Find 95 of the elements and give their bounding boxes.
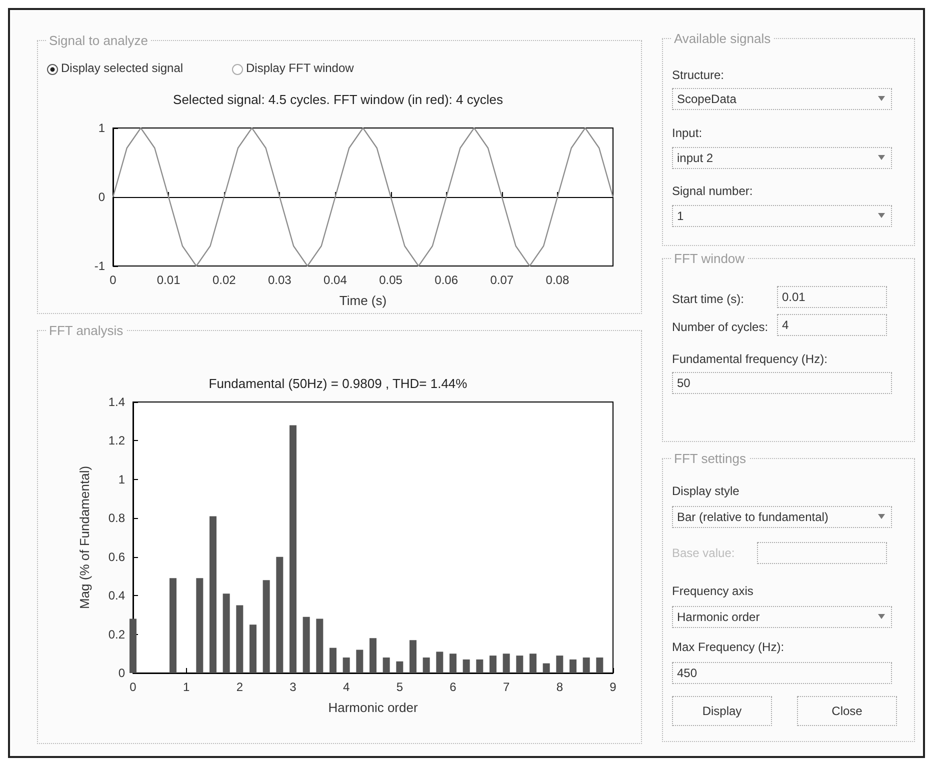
bar <box>596 658 604 673</box>
bar <box>236 605 244 673</box>
x-tick-label: 4 <box>342 680 350 694</box>
x-tick-label: 2 <box>236 680 244 694</box>
bar <box>410 640 416 673</box>
text: FFT window <box>673 251 746 266</box>
text: Close <box>797 696 897 726</box>
text: Display FFT window <box>246 61 354 75</box>
y-tick-label: 0.6 <box>108 550 126 564</box>
text: FFT analysis <box>48 323 124 338</box>
x-axis-title: Harmonic order <box>328 700 418 715</box>
y-tick-label: 1 <box>98 121 106 135</box>
y-axis-title: Mag (% of Fundamental) <box>77 466 92 610</box>
bar <box>250 624 256 673</box>
y-tick-label: 0.4 <box>108 588 126 603</box>
text: Display <box>672 696 772 726</box>
x-axis-title: Time (s) <box>339 293 387 308</box>
text: Signal to analyze <box>48 33 150 48</box>
text: Harmonic order <box>672 606 892 628</box>
bar <box>222 594 230 673</box>
text: Fundamental frequency (Hz): <box>672 352 828 366</box>
x-tick-label: 0.04 <box>324 273 348 287</box>
bar <box>396 661 404 673</box>
text: Start time (s): <box>672 292 744 306</box>
text: Signal number: <box>672 184 753 198</box>
bar <box>462 659 470 673</box>
text: FFT settings <box>673 451 748 466</box>
bar <box>210 516 216 673</box>
bar <box>356 650 364 673</box>
bar <box>516 656 524 673</box>
bar <box>502 654 510 673</box>
bar <box>422 658 430 673</box>
bar <box>370 638 376 673</box>
text: Base value: <box>672 546 735 560</box>
x-tick-label: 7 <box>502 680 510 694</box>
x-tick-label: 6 <box>450 680 457 694</box>
x-tick-label: 0.01 <box>156 273 181 287</box>
text: 450 <box>672 662 892 684</box>
text: 1 <box>672 205 892 227</box>
bar <box>276 556 284 673</box>
text: input 2 <box>672 147 892 169</box>
x-tick-label: 8 <box>556 680 564 694</box>
x-tick-label: 1 <box>182 680 190 694</box>
text: Display selected signal <box>61 61 184 75</box>
bar <box>582 658 590 673</box>
y-tick-label: 0 <box>98 190 106 204</box>
x-tick-label: 0.05 <box>379 273 403 287</box>
text: Input: <box>672 126 702 140</box>
y-tick-label: 0.2 <box>108 627 126 642</box>
bar <box>130 618 136 673</box>
y-tick-label: 0.8 <box>108 511 126 526</box>
x-tick-label: 0.03 <box>268 273 292 287</box>
chart-title: Fundamental (50Hz) = 0.9809 , THD= 1.44% <box>208 376 468 391</box>
y-tick-label: 1.4 <box>108 395 126 409</box>
text: Bar (relative to fundamental) <box>672 506 892 528</box>
bar <box>570 659 576 673</box>
bar <box>316 618 324 673</box>
bar <box>450 654 456 673</box>
x-tick-label: 0.06 <box>434 273 458 287</box>
text: Available signals <box>673 31 772 46</box>
y-tick-label: -1 <box>94 259 106 273</box>
text: Frequency axis <box>672 584 754 598</box>
bar <box>436 652 444 673</box>
x-tick-label: 0.08 <box>546 273 570 287</box>
chart-title: Selected signal: 4.5 cycles. FFT window (in red): 4 cycles <box>173 92 504 107</box>
bar <box>262 580 270 673</box>
bar <box>330 648 336 673</box>
y-tick-label: 1.2 <box>108 434 126 448</box>
text: Display style <box>672 484 740 498</box>
x-tick-label: 5 <box>396 680 404 694</box>
text: Structure: <box>672 68 724 82</box>
bar <box>490 656 496 673</box>
bar <box>556 656 564 673</box>
text: Max Frequency (Hz): <box>672 640 784 654</box>
bar <box>530 654 536 673</box>
y-tick-label: 1 <box>118 472 126 486</box>
bar <box>542 663 550 673</box>
x-tick-label: 0.02 <box>212 273 236 287</box>
text: 50 <box>672 372 892 394</box>
x-tick-label: 0.07 <box>490 273 514 287</box>
bar <box>342 658 350 673</box>
bar <box>382 658 390 673</box>
text: Number of cycles: <box>672 320 768 334</box>
x-tick-label: 9 <box>610 680 617 694</box>
text: ScopeData <box>672 88 892 110</box>
bar <box>302 616 310 673</box>
text: 4 <box>777 314 887 336</box>
bar <box>196 578 204 673</box>
y-tick-label: 0 <box>118 666 126 680</box>
bar <box>170 578 176 673</box>
x-tick-label: 3 <box>290 680 297 694</box>
line-series <box>112 127 614 267</box>
x-tick-label: 0 <box>130 680 137 694</box>
bar <box>290 425 296 673</box>
bar <box>476 659 484 673</box>
